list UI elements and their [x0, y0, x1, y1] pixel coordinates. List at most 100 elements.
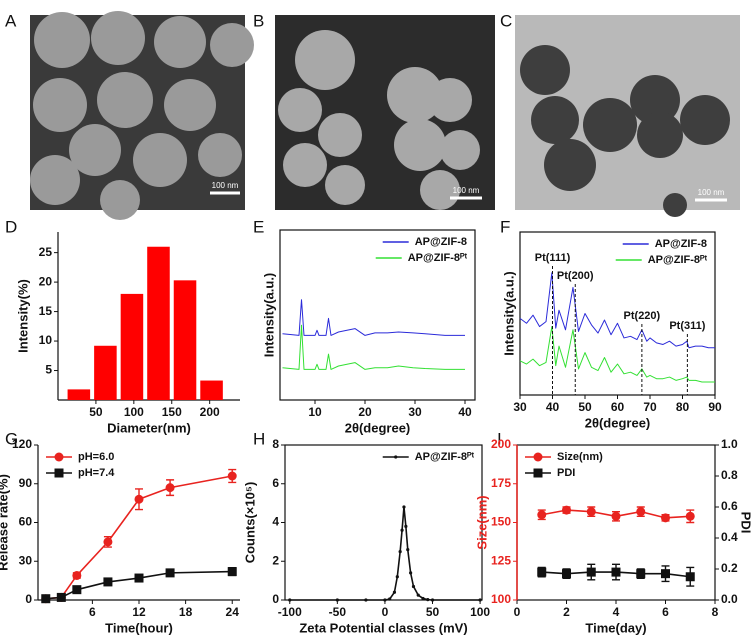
y2-tick-label: 0.8: [721, 468, 738, 482]
marker: [103, 577, 113, 587]
panel-label: I: [497, 429, 502, 448]
scale-bar-label: 100 nm: [453, 186, 480, 195]
x-tick-label: -50: [329, 605, 347, 619]
legend-label: pH=7.4: [78, 467, 115, 479]
bar: [200, 380, 223, 400]
marker: [165, 483, 175, 493]
marker: [430, 598, 435, 602]
x-tick-label: 60: [611, 400, 625, 414]
x-axis-label: 2θ(degree): [345, 420, 411, 435]
y-tick-label: 200: [491, 437, 511, 451]
x-tick-label: 12: [132, 605, 146, 619]
y-tick-label: 120: [12, 437, 32, 451]
marker: [426, 598, 430, 602]
y-tick-label: 15: [39, 304, 53, 318]
marker: [395, 575, 399, 579]
x-axis-label: Diameter(nm): [107, 420, 191, 435]
marker: [227, 471, 237, 481]
marker: [586, 567, 596, 577]
marker: [288, 598, 292, 602]
x-tick-label: 100: [470, 605, 490, 619]
y2-tick-label: 0.2: [721, 561, 738, 575]
x-tick-label: 50: [426, 605, 440, 619]
panel-label: G: [5, 429, 18, 448]
x-tick-label: 50: [89, 405, 103, 419]
marker: [611, 511, 621, 521]
marker: [685, 572, 695, 582]
bar: [147, 246, 170, 400]
annotation: Pt(111): [535, 252, 571, 264]
marker: [402, 505, 406, 509]
y-tick-label: 5: [45, 363, 52, 377]
marker: [661, 569, 670, 579]
annotation: Pt(200): [557, 270, 594, 282]
x-axis-label: Zeta Potential classes (mV): [299, 620, 467, 635]
marker: [416, 593, 420, 597]
panel-label: H: [253, 429, 265, 448]
y-axis-label: Size(nm): [474, 495, 489, 549]
bar: [173, 280, 197, 400]
marker: [41, 594, 51, 604]
panel-label: C: [500, 11, 512, 30]
marker: [533, 468, 543, 478]
panel-label: E: [253, 217, 264, 236]
x-tick-label: 4: [613, 605, 620, 619]
x-tick-label: 70: [643, 400, 657, 414]
legend-label: AP@ZIF-8: [655, 238, 707, 250]
series-line: [282, 299, 465, 336]
x-tick-label: 50: [578, 400, 592, 414]
x-tick-label: 20: [358, 405, 372, 419]
marker: [537, 510, 547, 520]
marker: [56, 592, 66, 602]
panel-label: A: [5, 11, 17, 30]
marker: [661, 513, 670, 523]
y-tick-label: 0: [25, 592, 32, 606]
x-tick-label: 0: [382, 605, 389, 619]
marker: [134, 573, 144, 583]
marker: [383, 598, 387, 602]
y-tick-label: 25: [39, 245, 53, 259]
marker: [406, 548, 410, 552]
y-axis-label: Intensity(a.u.): [261, 273, 276, 358]
panel-label: F: [500, 217, 510, 236]
x-tick-label: 6: [89, 605, 96, 619]
panel-label: D: [5, 217, 17, 236]
micrograph-a: 100 nm: [30, 11, 254, 220]
marker: [404, 524, 408, 528]
marker: [392, 590, 397, 594]
x-tick-label: 90: [708, 400, 722, 414]
legend-label: PDI: [557, 467, 575, 479]
marker: [562, 505, 571, 515]
panel-label: B: [253, 11, 264, 30]
marker: [72, 570, 82, 580]
plot-frame: [284, 444, 483, 601]
marker: [611, 567, 621, 577]
y-tick-label: 0: [272, 592, 279, 606]
marker: [685, 511, 695, 521]
marker: [411, 584, 416, 589]
y-tick-label: 100: [491, 592, 511, 606]
x-tick-label: 100: [124, 405, 144, 419]
x-tick-label: 30: [513, 400, 527, 414]
legend-label: pH=6.0: [78, 451, 114, 463]
x-tick-label: 0: [514, 605, 521, 619]
marker: [398, 549, 402, 554]
legend-label: AP@ZIF-8ᴾᵗ: [648, 254, 708, 266]
y-axis-label: Release rate(%): [0, 474, 10, 571]
annotation: Pt(311): [669, 320, 705, 332]
y-tick-label: 2: [272, 553, 279, 567]
x-tick-label: 18: [179, 605, 193, 619]
bar: [120, 293, 144, 400]
marker: [636, 507, 646, 517]
y2-tick-label: 1.0: [721, 437, 738, 451]
legend-label: Size(nm): [557, 451, 603, 463]
x-tick-label: 8: [712, 605, 719, 619]
y-tick-label: 90: [19, 476, 33, 490]
series-line: [519, 326, 715, 383]
y-tick-label: 175: [491, 476, 511, 490]
x-tick-label: 2: [563, 605, 570, 619]
micrograph-b: 100 nm: [275, 15, 495, 210]
marker: [134, 494, 144, 504]
y-tick-label: 6: [272, 476, 279, 490]
